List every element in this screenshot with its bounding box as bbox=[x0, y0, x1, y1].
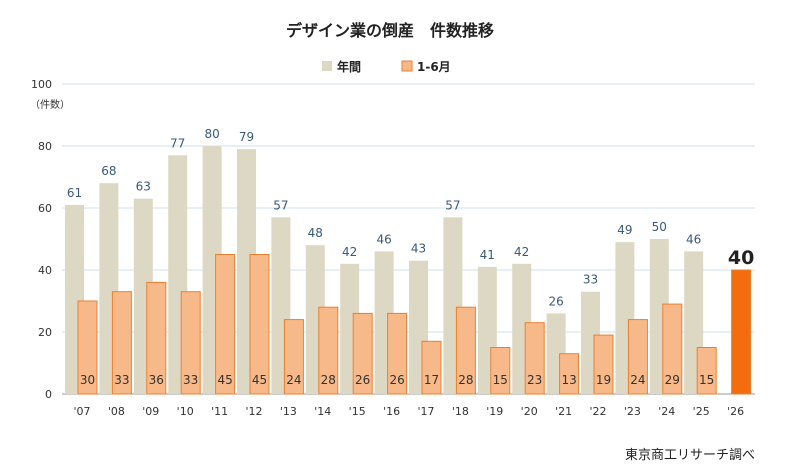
bar-half bbox=[559, 353, 580, 395]
bar-half bbox=[146, 281, 167, 395]
bar-half bbox=[180, 291, 201, 395]
data-label-annual: 46 bbox=[376, 232, 391, 246]
data-label-half: 26 bbox=[389, 373, 404, 387]
x-tick-label: '24 bbox=[658, 405, 675, 418]
y-tick-label: 20 bbox=[38, 326, 52, 339]
bar-half bbox=[490, 347, 511, 395]
bar-half bbox=[627, 319, 648, 395]
data-label-half: 33 bbox=[114, 373, 129, 387]
bar-half bbox=[352, 312, 373, 395]
data-label-annual: 77 bbox=[170, 136, 185, 150]
bar-half bbox=[455, 306, 476, 395]
bar-half-highlight bbox=[731, 269, 752, 395]
data-label-annual: 42 bbox=[514, 245, 529, 259]
data-label-annual: 46 bbox=[686, 232, 701, 246]
legend-swatch-half bbox=[401, 60, 413, 72]
legend-label-half: 1-6月 bbox=[417, 60, 451, 74]
data-label-half: 30 bbox=[80, 373, 95, 387]
legend-swatch-annual bbox=[322, 61, 332, 71]
legend: 年間 1-6月 bbox=[322, 59, 451, 74]
data-label-annual: 49 bbox=[617, 223, 632, 237]
legend-label-annual: 年間 bbox=[337, 59, 361, 74]
data-label-annual: 50 bbox=[652, 220, 667, 234]
x-tick-label: '26 bbox=[727, 405, 744, 418]
data-label-half: 26 bbox=[355, 373, 370, 387]
data-label-annual: 41 bbox=[480, 248, 495, 262]
data-label-half: 15 bbox=[699, 373, 714, 387]
bar-half bbox=[593, 334, 614, 395]
bars: 61 30 68 33 63 36 77 33 80 45 79 45 57 24 48 28 42 26 46 26… bbox=[65, 127, 754, 395]
data-label-annual: 57 bbox=[445, 198, 460, 212]
data-label-half: 45 bbox=[252, 373, 267, 387]
x-tick-label: '13 bbox=[280, 405, 297, 418]
x-tick-label: '14 bbox=[314, 405, 331, 418]
data-label-half: 24 bbox=[630, 373, 645, 387]
x-tick-label: '16 bbox=[383, 405, 400, 418]
data-label-annual: 42 bbox=[342, 245, 357, 259]
x-tick-label: '10 bbox=[177, 405, 194, 418]
bar-half bbox=[111, 291, 132, 395]
bar-half bbox=[696, 347, 717, 395]
data-label-half: 24 bbox=[286, 373, 301, 387]
x-tick-label: '19 bbox=[486, 405, 503, 418]
data-label-annual: 61 bbox=[67, 186, 82, 200]
x-tick-label: '18 bbox=[452, 405, 469, 418]
data-label-highlight: 40 bbox=[728, 247, 754, 269]
y-tick-label: 60 bbox=[38, 202, 52, 215]
data-label-annual: 57 bbox=[273, 198, 288, 212]
x-tick-label: '20 bbox=[521, 405, 538, 418]
x-tick-label: '17 bbox=[417, 405, 434, 418]
source-note: 東京商工リサーチ調べ bbox=[625, 447, 755, 463]
data-label-annual: 43 bbox=[411, 242, 426, 256]
y-tick-label: 0 bbox=[45, 388, 52, 401]
bar-half bbox=[421, 340, 442, 395]
bar-half bbox=[524, 322, 545, 395]
bar-half bbox=[77, 300, 98, 395]
data-label-half: 15 bbox=[493, 373, 508, 387]
data-label-annual: 79 bbox=[239, 130, 254, 144]
data-label-half: 17 bbox=[424, 373, 439, 387]
data-label-half: 28 bbox=[458, 373, 473, 387]
x-tick-label: '22 bbox=[589, 405, 606, 418]
bar-half bbox=[283, 319, 304, 395]
x-tick-label: '08 bbox=[108, 405, 125, 418]
data-label-annual: 48 bbox=[308, 226, 323, 240]
data-label-half: 23 bbox=[527, 373, 542, 387]
data-label-annual: 33 bbox=[583, 273, 598, 287]
x-tick-label: '12 bbox=[245, 405, 262, 418]
data-label-half: 19 bbox=[596, 373, 611, 387]
data-label-half: 13 bbox=[561, 373, 576, 387]
chart-title: デザイン業の倒産 件数推移 bbox=[286, 21, 494, 40]
bar-half bbox=[318, 306, 339, 395]
data-label-annual: 68 bbox=[101, 164, 116, 178]
bar-half bbox=[387, 312, 408, 395]
y-tick-label: 80 bbox=[38, 140, 52, 153]
data-label-half: 28 bbox=[321, 373, 336, 387]
data-label-annual: 26 bbox=[548, 294, 563, 308]
x-tick-label: '11 bbox=[211, 405, 228, 418]
x-tick-label: '25 bbox=[693, 405, 710, 418]
data-label-annual: 63 bbox=[136, 180, 151, 194]
data-label-half: 45 bbox=[217, 373, 232, 387]
data-label-half: 29 bbox=[665, 373, 680, 387]
data-label-half: 33 bbox=[183, 373, 198, 387]
x-tick-labels: '07 '08 '09 '10 '11 '12 '13 '14 '15 '16 '17 '18 '19 '… bbox=[73, 405, 744, 418]
y-tick-labels: 0 20 40 60 80 100 bbox=[31, 78, 52, 401]
x-tick-label: '15 bbox=[349, 405, 366, 418]
x-tick-label: '21 bbox=[555, 405, 572, 418]
x-tick-label: '07 bbox=[73, 405, 90, 418]
y-tick-label: 40 bbox=[38, 264, 52, 277]
y-axis-unit: （件数） bbox=[30, 98, 70, 111]
x-tick-label: '23 bbox=[624, 405, 641, 418]
bar-half bbox=[215, 254, 236, 395]
x-tick-label: '09 bbox=[142, 405, 159, 418]
bar-half bbox=[249, 254, 270, 395]
data-label-annual: 80 bbox=[204, 127, 219, 141]
y-tick-label: 100 bbox=[31, 78, 52, 91]
data-label-half: 36 bbox=[149, 373, 164, 387]
bar-half bbox=[662, 303, 683, 395]
